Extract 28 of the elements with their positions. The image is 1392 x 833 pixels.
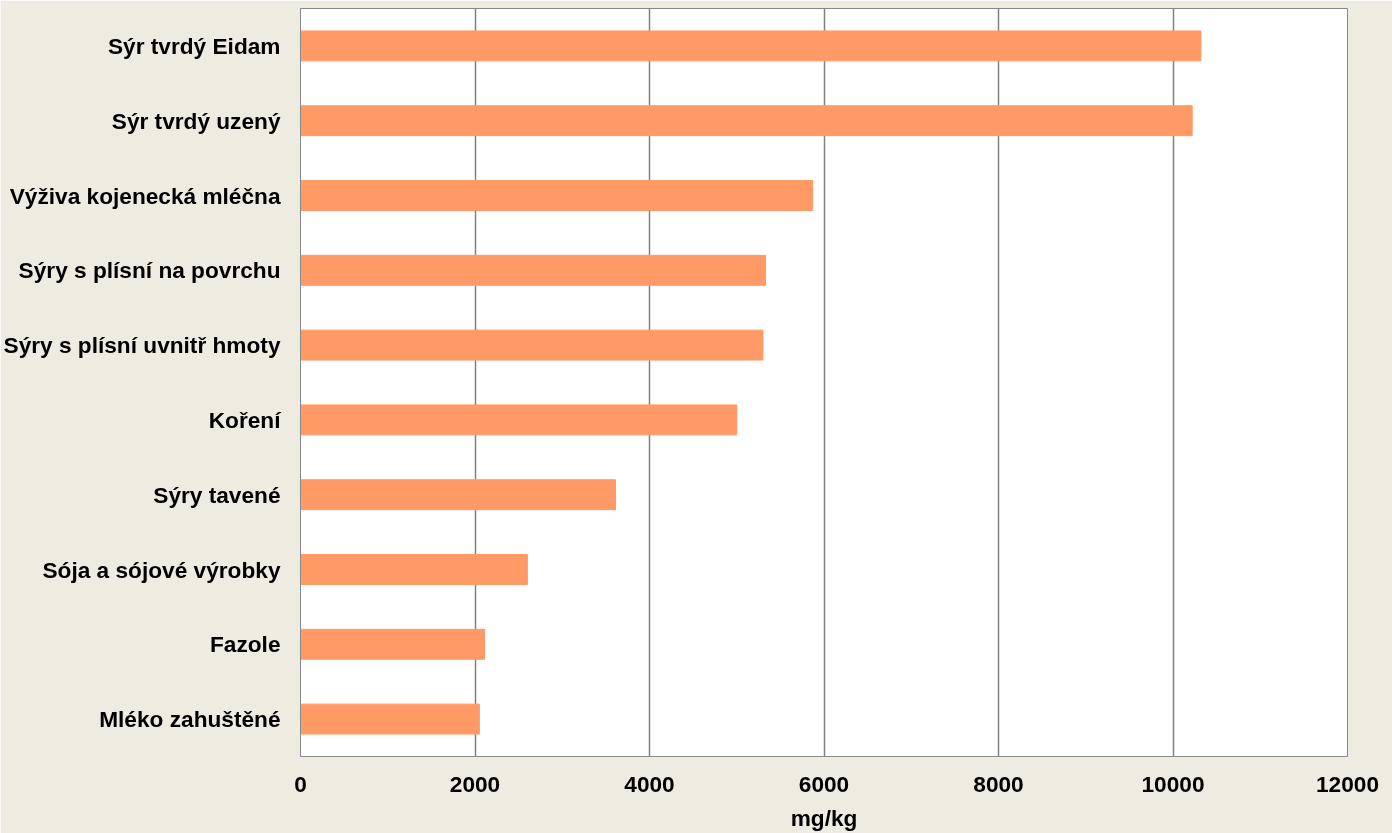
y-tick-label: Fazole [210, 631, 281, 658]
y-tick-label: Sýr tvrdý uzený [111, 107, 281, 134]
bar [300, 703, 480, 735]
bar [300, 329, 764, 361]
y-tick-label: Sýry tavené [153, 481, 281, 508]
y-tick-label: Výživa kojenecká mléčna [9, 182, 281, 209]
y-tick-label: Mléko zahuštěné [99, 706, 281, 733]
bar [300, 628, 486, 660]
y-tick-label: Koření [208, 406, 282, 433]
x-tick-label: 10000 [1141, 770, 1205, 797]
y-tick-label: Sýry s plísní na povrchu [18, 257, 281, 284]
x-tick-label: 8000 [973, 770, 1024, 797]
y-tick-label: Sója a sójové výrobky [42, 556, 281, 583]
x-axis-title: mg/kg [790, 804, 858, 831]
x-tick-label: 12000 [1316, 770, 1380, 797]
bar [300, 30, 1202, 62]
bar [300, 180, 814, 211]
bar [300, 554, 528, 585]
y-tick-label: Sýry s plísní uvnitř hmoty [3, 332, 281, 359]
bar [300, 254, 767, 286]
bar [300, 479, 616, 511]
bar [300, 404, 738, 436]
x-tick-label: 6000 [798, 770, 850, 797]
bar [300, 105, 1193, 137]
y-tick-label: Sýr tvrdý Eidam [107, 32, 281, 59]
x-tick-label: 0 [294, 770, 307, 797]
x-tick-label: 4000 [624, 770, 675, 797]
x-tick-label: 2000 [449, 770, 501, 797]
